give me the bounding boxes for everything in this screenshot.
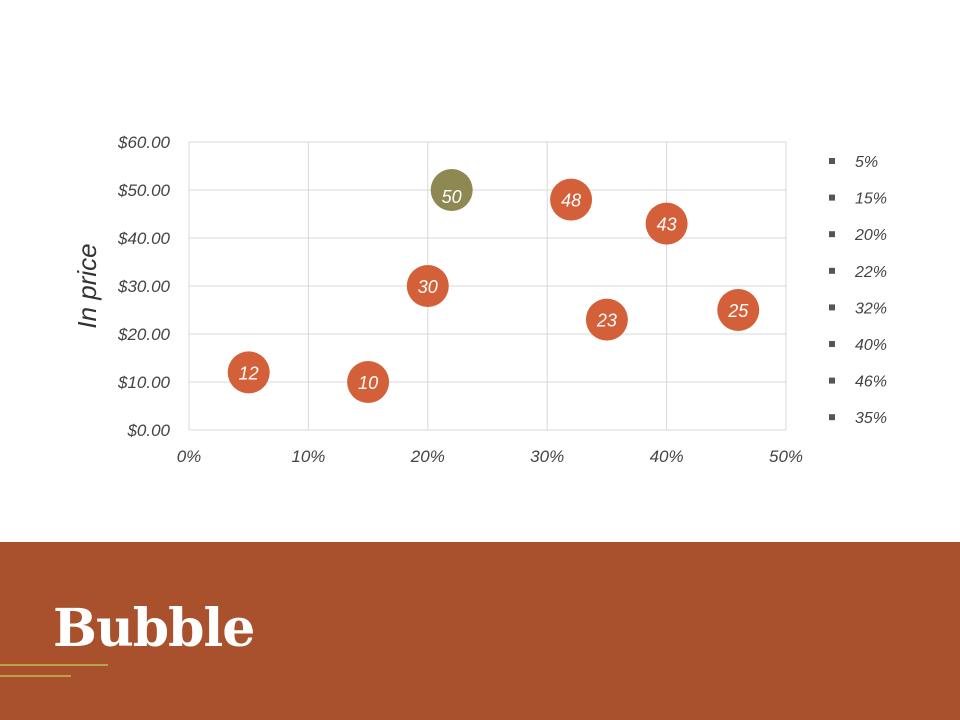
bubble-point xyxy=(430,169,473,211)
legend-marker xyxy=(829,304,835,311)
bubble-point xyxy=(406,265,449,307)
bubble-label: 23 xyxy=(596,311,617,331)
legend-entry: 46% xyxy=(855,374,887,391)
legend-marker xyxy=(829,377,835,384)
bubble-label: 43 xyxy=(657,215,677,235)
bubble-label: 48 xyxy=(561,191,581,211)
legend-entry: 35% xyxy=(855,410,887,427)
legend-marker xyxy=(829,341,835,347)
footer-banner xyxy=(0,542,960,720)
bubble-label: 12 xyxy=(239,363,259,383)
legend-marker xyxy=(829,194,835,201)
y-tick-label: $20.00 xyxy=(117,325,171,344)
bubble-chart: $0.00 $10.00 $20.00 $30.00 $40.00 $50.00 $60.0… xyxy=(72,133,887,466)
y-tick-label: $10.00 xyxy=(117,373,171,392)
x-tick-label: 20% xyxy=(410,447,445,466)
y-tick-label: $0.00 xyxy=(126,421,170,440)
y-tick-label: $50.00 xyxy=(117,181,171,200)
legend-marker xyxy=(829,231,835,238)
x-tick-label: 50% xyxy=(769,447,803,466)
y-tick-label: $30.00 xyxy=(117,277,171,296)
x-axis-ticks: 0% 10% 20% 30% 40% 50% xyxy=(177,447,803,466)
decorative-line-long xyxy=(0,664,108,666)
bubble-label: 25 xyxy=(727,301,749,321)
bubble-label: 50 xyxy=(442,187,462,207)
legend-marker xyxy=(829,414,835,421)
x-tick-label: 10% xyxy=(291,447,325,466)
legend-entry: 40% xyxy=(855,337,887,354)
bubble-point xyxy=(550,178,593,221)
bubbles: 12 10 30 50 48 23 43 25 xyxy=(227,169,760,403)
x-tick-label: 0% xyxy=(177,447,202,466)
y-tick-label: $40.00 xyxy=(117,229,171,248)
bubble-point xyxy=(227,351,270,394)
legend-entry: 22% xyxy=(854,264,887,281)
y-axis-ticks: $0.00 $10.00 $20.00 $30.00 $40.00 $50.00 $60.0… xyxy=(117,133,171,440)
x-tick-label: 30% xyxy=(530,447,564,466)
bubble-label: 10 xyxy=(358,373,378,393)
decorative-line-short xyxy=(0,675,71,677)
bubble-point xyxy=(585,298,628,341)
legend-entry: 32% xyxy=(855,300,887,317)
legend-entry: 15% xyxy=(855,191,887,208)
legend-marker xyxy=(829,158,835,164)
slide-title: Bubble xyxy=(53,598,255,659)
x-tick-label: 40% xyxy=(650,447,684,466)
legend: 5% 15% 20% 22% 32% 40% 46% 35% xyxy=(829,154,887,427)
bubble-point xyxy=(645,202,688,245)
bubble-point xyxy=(717,289,760,331)
bubble-point xyxy=(347,361,390,403)
legend-entry: 20% xyxy=(854,227,887,244)
chart-grid xyxy=(188,141,787,431)
y-axis-label: In price xyxy=(72,243,102,328)
legend-marker xyxy=(829,267,835,274)
bubble-label: 30 xyxy=(418,277,438,297)
legend-entry: 5% xyxy=(855,154,878,171)
y-tick-label: $60.00 xyxy=(117,133,171,152)
